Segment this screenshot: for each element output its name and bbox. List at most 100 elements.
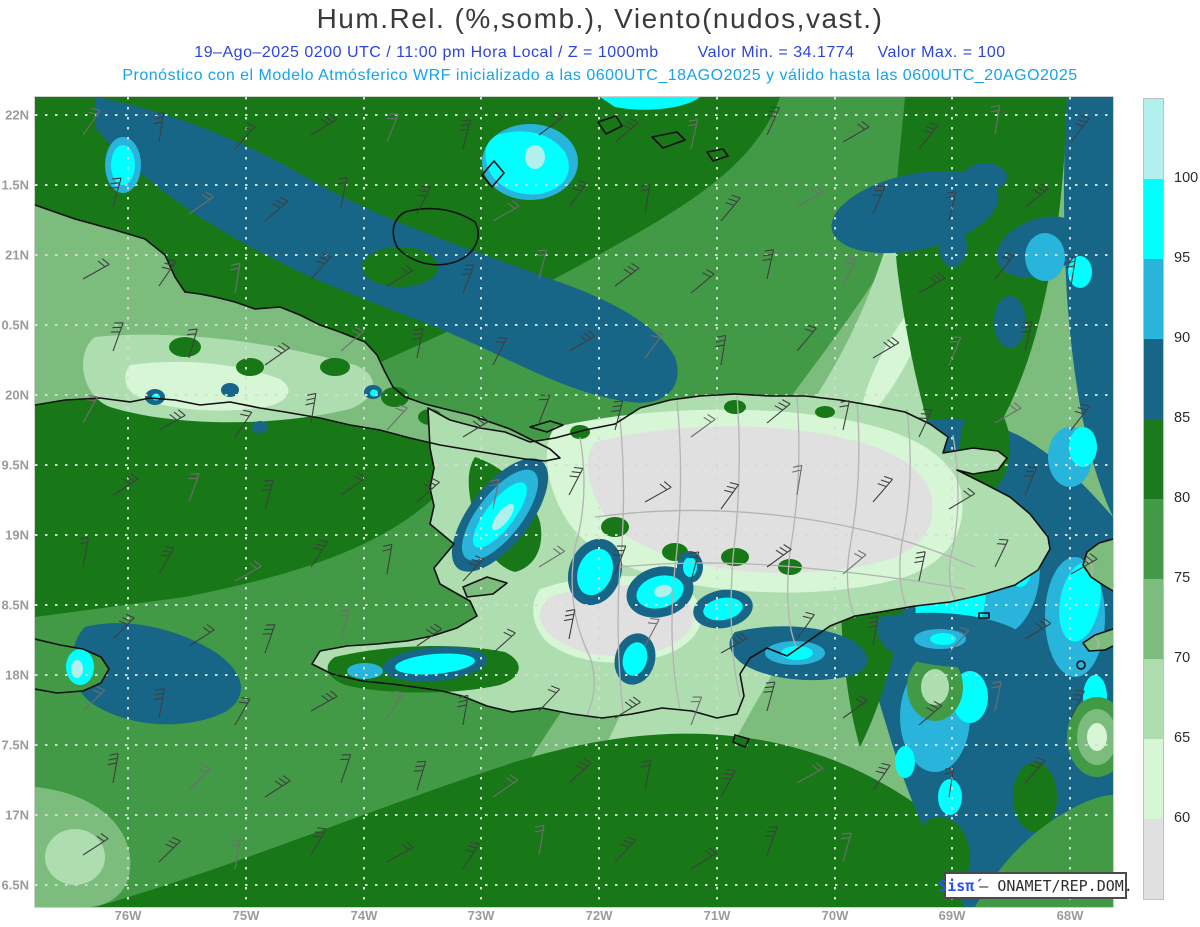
wind-barb: [840, 832, 852, 863]
wind-barb: [872, 185, 886, 215]
wind-barb: [234, 409, 253, 438]
wind-barb: [234, 122, 256, 150]
wind-barb: [1070, 403, 1090, 431]
colorbar-tick-label: 95: [1174, 250, 1191, 266]
subtitle-datetime-row: 19–Ago–2025 0200 UTC / 11:00 pm Hora Loc…: [0, 44, 1200, 62]
wind-barb: [644, 331, 664, 359]
wind-barb: [613, 545, 627, 575]
colorbar-segment: [1144, 579, 1163, 659]
lat-axis: 22N 1.5N 21N 0.5N 20N 9.5N 19N 8.5N 18N 7.5N 17N 6.…: [0, 0, 32, 927]
humidity-wind-map: [34, 96, 1127, 907]
lon-tick-label: 68W: [1056, 908, 1084, 923]
wind-barb: [412, 328, 424, 359]
wind-barb: [763, 681, 776, 712]
lat-tick-label: 7.5N: [1, 737, 29, 753]
wind-barb: [765, 826, 778, 856]
wind-barb: [796, 185, 824, 208]
lat-tick-label: 6.5N: [1, 877, 29, 893]
colorbar-segment: [1144, 419, 1163, 499]
wind-barb: [872, 762, 891, 791]
valor-max-text: Valor Max. = 100: [877, 44, 1006, 61]
lat-tick-label: 1.5N: [1, 177, 29, 193]
wind-barb: [461, 264, 475, 294]
wind-barb: [492, 628, 516, 654]
wind-barb: [538, 111, 564, 136]
wind-barb: [614, 118, 639, 143]
wind-barb: [457, 694, 469, 726]
wind-barb: [715, 334, 727, 366]
lat-tick-label: 21N: [5, 247, 29, 263]
lat-tick-label: 9.5N: [1, 457, 29, 473]
wind-barb: [842, 550, 867, 575]
wind-barb: [944, 766, 955, 798]
wind-barb: [766, 106, 781, 136]
wind-barb: [234, 560, 262, 582]
wind-barb: [720, 769, 736, 798]
wind-barb: [112, 473, 139, 496]
wind-barb: [310, 690, 338, 712]
wind-barb: [386, 113, 399, 143]
wind-barb: [568, 466, 584, 496]
colorbar-segment: [1144, 819, 1163, 899]
wind-barb: [644, 481, 672, 503]
wind-barb: [766, 544, 792, 568]
wind-barb: [945, 191, 957, 222]
wind-barb: [538, 545, 565, 568]
lon-tick-label: 70W: [821, 908, 849, 923]
southeast-coastal-band: [729, 612, 1028, 681]
wind-barb: [492, 336, 508, 366]
wind-barb: [792, 464, 803, 496]
lat-tick-label: 22N: [5, 107, 29, 123]
attribution-text: – ONAMET/REP.DOM.: [979, 876, 1133, 895]
wind-barb: [386, 404, 408, 431]
wind-barb: [416, 623, 443, 647]
colorbar-tick-label: 80: [1174, 490, 1191, 506]
wind-barb: [842, 257, 857, 287]
lat-tick-label: 17N: [5, 807, 29, 823]
valor-min-text: Valor Min. = 34.1774: [697, 44, 855, 61]
wind-barb: [459, 119, 471, 150]
lon-axis: 76W 75W 74W 73W 72W 71W 70W 69W 68W: [0, 908, 1200, 926]
wind-barb: [918, 122, 939, 150]
sispi-logo: Sisπ́: [938, 876, 975, 895]
wind-barb: [264, 342, 290, 366]
wind-barb: [188, 191, 214, 215]
wind-barb: [1024, 183, 1049, 208]
colorbar-segment: [1144, 659, 1163, 739]
wind-barb: [614, 262, 640, 287]
wind-barb: [158, 836, 181, 863]
wind-barb: [994, 252, 1015, 280]
wind-barb: [842, 120, 870, 143]
wind-barb: [690, 696, 703, 726]
colorbar-tick-label: 60: [1174, 810, 1191, 826]
colorbar-segment: [1144, 259, 1163, 339]
wind-barb: [991, 681, 1002, 712]
colorbar-tick-label: 65: [1174, 730, 1191, 746]
wind-barb: [1070, 689, 1085, 719]
wind-barb: [310, 113, 338, 136]
lon-tick-label: 75W: [232, 908, 260, 923]
humidity-colorbar: [1143, 98, 1164, 900]
wind-barb: [310, 827, 327, 856]
wind-barb: [158, 258, 177, 287]
wind-barb: [382, 543, 393, 575]
attribution-box: Sisπ́ – ONAMET/REP.DOM.: [938, 872, 1133, 899]
wind-barb: [112, 613, 135, 640]
lat-tick-label: 18N: [5, 667, 29, 683]
wind-barb: [687, 119, 699, 150]
page-title: Hum.Rel. (%,somb.), Viento(nudos,vast.): [316, 3, 884, 34]
wind-barb: [310, 539, 329, 568]
wind-barb: [1070, 115, 1090, 143]
lon-tick-label: 74W: [350, 908, 378, 923]
colorbar-segment: [1144, 99, 1163, 179]
wind-barb: [340, 326, 364, 352]
wind-barb: [305, 392, 317, 424]
lat-tick-label: 0.5N: [1, 317, 29, 333]
wind-barb: [82, 833, 109, 856]
wind-barb: [153, 111, 165, 143]
wind-barb: [339, 609, 351, 640]
wind-barb: [918, 272, 946, 294]
wind-barb: [492, 200, 520, 222]
wind-barb: [1023, 466, 1038, 496]
